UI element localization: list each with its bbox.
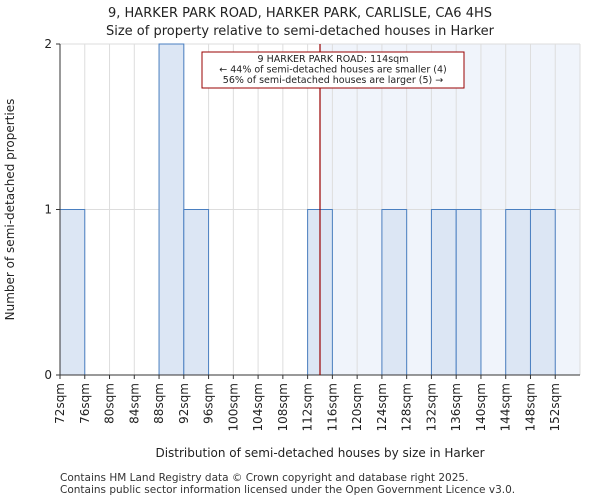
annotation-frame (201, 51, 465, 89)
annotation-box: 9 HARKER PARK ROAD: 114sqm ← 44% of semi… (201, 51, 465, 89)
x-tick-label: 152sqm (548, 383, 562, 431)
annotation-line-2: ← 44% of semi-detached houses are smalle… (219, 65, 447, 76)
x-tick-label: 136sqm (449, 383, 463, 431)
x-tick-labels: 72sqm 76sqm 80sqm 84sqm 88sqm 92sqm 96sqm 100sq… (53, 375, 562, 431)
x-tick-label: 80sqm (103, 383, 117, 424)
x-tick-label: 104sqm (251, 383, 265, 431)
bar (59, 209, 86, 376)
x-tick-label: 116sqm (325, 383, 339, 431)
x-tick-label: 72sqm (53, 383, 67, 424)
bar (529, 209, 556, 376)
bar (158, 43, 185, 376)
x-tick-label: 88sqm (152, 383, 166, 424)
x-tick-label: 132sqm (424, 383, 438, 431)
x-tick-label: 140sqm (474, 383, 488, 431)
footer-line-2: Contains public sector information licen… (60, 484, 516, 496)
y-tick-labels: 0 1 2 (44, 37, 60, 382)
x-tick-label: 100sqm (226, 383, 240, 431)
bar (430, 209, 457, 376)
x-tick-label: 96sqm (202, 383, 216, 424)
x-tick-label: 108sqm (276, 383, 290, 431)
annotation-line-1: 9 HARKER PARK ROAD: 114sqm (258, 54, 409, 65)
x-tick-label: 124sqm (375, 383, 389, 431)
x-tick-label: 148sqm (523, 383, 537, 431)
x-tick-label: 120sqm (350, 383, 364, 431)
bar (505, 209, 531, 376)
bar (183, 209, 210, 376)
footer-line-1: Contains HM Land Registry data © Crown c… (60, 472, 469, 484)
bar (381, 209, 408, 376)
y-tick-label: 2 (44, 37, 52, 51)
y-tick-label: 1 (44, 203, 52, 217)
x-tick-label: 76sqm (78, 383, 92, 424)
chart-title: 9, HARKER PARK ROAD, HARKER PARK, CARLIS… (108, 6, 492, 21)
annotation-line-3: 56% of semi-detached houses are larger (… (223, 75, 443, 86)
x-tick-label: 84sqm (127, 383, 141, 424)
x-tick-label: 112sqm (301, 383, 315, 431)
bar (455, 209, 482, 376)
chart-subtitle: Size of property relative to semi-detach… (105, 24, 495, 39)
y-axis-label: Number of semi-detached properties (3, 99, 17, 321)
x-tick-label: 144sqm (499, 383, 513, 431)
bars (59, 43, 556, 376)
x-axis-label: Distribution of semi-detached houses by … (155, 446, 484, 460)
y-tick-label: 0 (44, 368, 52, 382)
x-tick-label: 92sqm (177, 383, 191, 424)
x-tick-label: 128sqm (400, 383, 414, 431)
